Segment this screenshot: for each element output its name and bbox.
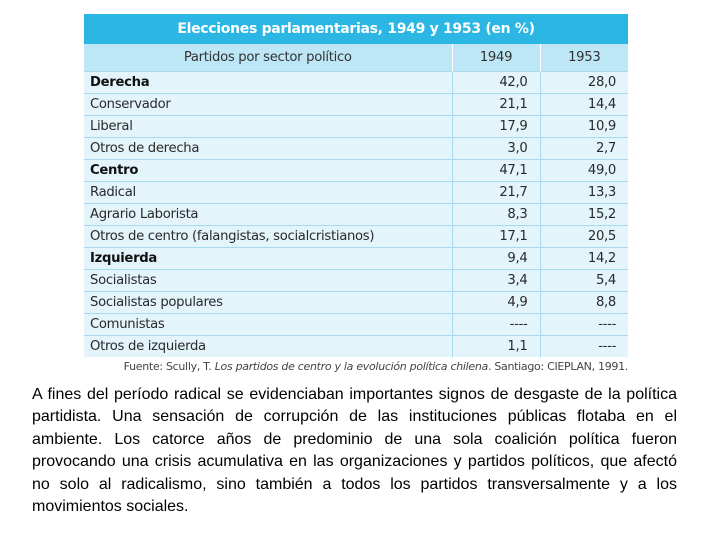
row-label: Liberal — [84, 115, 452, 138]
table-header-row: Partidos por sector político 1949 1953 — [84, 44, 629, 72]
value-1949: 3,0 — [451, 137, 540, 160]
row-label: Agrario Laborista — [84, 203, 452, 226]
value-1949: 42,0 — [451, 71, 540, 94]
value-1949: 8,3 — [451, 203, 540, 226]
value-1953: 13,3 — [539, 181, 629, 204]
value-1953: 2,7 — [539, 137, 629, 160]
row-label: Conservador — [84, 93, 452, 116]
table-row: Radical 21,7 13,3 — [84, 181, 629, 204]
row-label: Radical — [84, 181, 452, 204]
row-label: Izquierda — [84, 247, 452, 270]
value-1953: ---- — [539, 313, 629, 336]
table-row: Otros de izquierda 1,1 ---- — [84, 335, 629, 357]
value-1949: 21,7 — [451, 181, 540, 204]
value-1949: 3,4 — [451, 269, 540, 292]
election-table-figure: Elecciones parlamentarias, 1949 y 1953 (… — [84, 14, 628, 373]
table-row: Comunistas ---- ---- — [84, 313, 629, 336]
header-1953: 1953 — [539, 44, 629, 72]
table-row: Agrario Laborista 8,3 15,2 — [84, 203, 629, 226]
table-row: Otros de derecha 3,0 2,7 — [84, 137, 629, 160]
body-paragraph: A fines del período radical se evidencia… — [32, 386, 677, 516]
table-title: Elecciones parlamentarias, 1949 y 1953 (… — [84, 14, 629, 44]
value-1953: ---- — [539, 335, 629, 357]
table-row: Izquierda 9,4 14,2 — [84, 247, 629, 270]
value-1953: 14,4 — [539, 93, 629, 116]
value-1953: 5,4 — [539, 269, 629, 292]
table-row: Otros de centro (falangistas, socialcris… — [84, 225, 629, 248]
value-1953: 49,0 — [539, 159, 629, 182]
row-label: Comunistas — [84, 313, 452, 336]
value-1949: 47,1 — [451, 159, 540, 182]
value-1949: 9,4 — [451, 247, 540, 270]
table-row: Socialistas 3,4 5,4 — [84, 269, 629, 292]
row-label: Centro — [84, 159, 452, 182]
value-1953: 14,2 — [539, 247, 629, 270]
value-1953: 10,9 — [539, 115, 629, 138]
value-1949: 21,1 — [451, 93, 540, 116]
value-1953: 8,8 — [539, 291, 629, 314]
value-1953: 28,0 — [539, 71, 629, 94]
value-1949: 1,1 — [451, 335, 540, 357]
value-1953: 15,2 — [539, 203, 629, 226]
election-results-table: Elecciones parlamentarias, 1949 y 1953 (… — [84, 14, 629, 357]
source-prefix: Fuente: Scully, T. — [123, 360, 215, 373]
row-label: Socialistas — [84, 269, 452, 292]
source-suffix: . Santiago: CIEPLAN, 1991. — [487, 360, 628, 373]
table-source: Fuente: Scully, T. Los partidos de centr… — [84, 360, 629, 373]
source-title: Los partidos de centro y la evolución po… — [214, 360, 489, 373]
table-row: Centro 47,1 49,0 — [84, 159, 629, 182]
row-label: Socialistas populares — [84, 291, 452, 314]
table-row: Socialistas populares 4,9 8,8 — [84, 291, 629, 314]
table-row: Derecha 42,0 28,0 — [84, 71, 629, 94]
header-1949: 1949 — [451, 44, 540, 72]
value-1949: 4,9 — [451, 291, 540, 314]
value-1949: ---- — [451, 313, 540, 336]
table-title-row: Elecciones parlamentarias, 1949 y 1953 (… — [84, 14, 629, 44]
value-1949: 17,1 — [451, 225, 540, 248]
value-1949: 17,9 — [451, 115, 540, 138]
row-label: Derecha — [84, 71, 452, 94]
row-label: Otros de izquierda — [84, 335, 452, 357]
value-1953: 20,5 — [539, 225, 629, 248]
row-label: Otros de derecha — [84, 137, 452, 160]
row-label: Otros de centro (falangistas, socialcris… — [84, 225, 452, 248]
header-party: Partidos por sector político — [84, 44, 452, 72]
table-row: Liberal 17,9 10,9 — [84, 115, 629, 138]
table-row: Conservador 21,1 14,4 — [84, 93, 629, 116]
